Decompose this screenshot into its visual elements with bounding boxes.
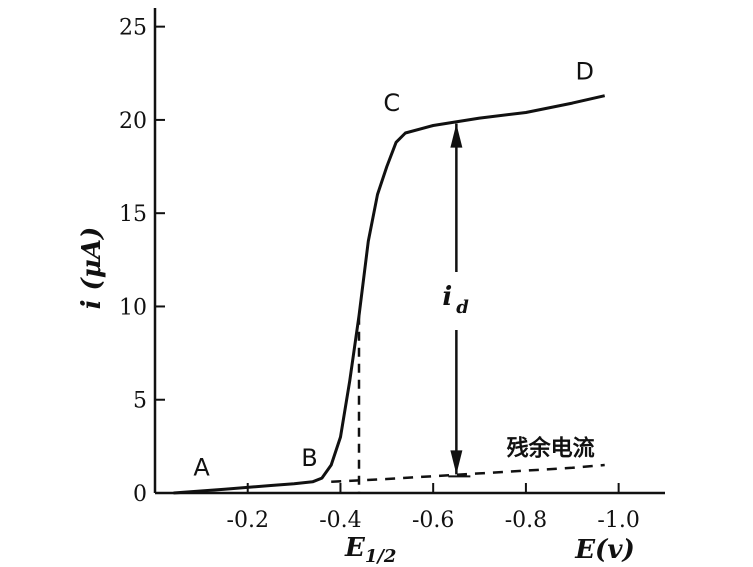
y-tick-label-0: 0 — [133, 482, 147, 507]
diffusion-arrow-head-bottom — [450, 450, 463, 475]
annotation-residual: 残余电流 — [507, 436, 595, 462]
y-tick-label-15: 15 — [119, 202, 147, 227]
x-ticks: -0.2 -0.4 -0.6 -0.8 -1.0 — [227, 483, 640, 533]
x-tick-label-0: -0.2 — [227, 508, 269, 533]
y-tick-label-20: 20 — [119, 109, 147, 134]
y-tick-label-25: 25 — [119, 16, 147, 41]
x-axis-label: E(v) — [574, 535, 635, 565]
annotation-B: B — [301, 444, 317, 472]
axes — [153, 8, 665, 495]
markers-layer: E1/2 i d A B C D 残余电流 — [193, 57, 594, 567]
y-tick-label-5: 5 — [133, 389, 147, 414]
series-layer — [173, 94, 606, 495]
y-ticks: 0 5 10 15 20 25 — [119, 16, 165, 507]
polarogram-curve — [173, 94, 606, 495]
x-tick-label-1: -0.4 — [319, 508, 361, 533]
x-tick-label-3: -0.8 — [505, 508, 547, 533]
x-tick-label-4: -1.0 — [597, 508, 639, 533]
annotation-A: A — [193, 453, 210, 481]
y-axis-label: i (μA) — [77, 227, 107, 310]
half-wave-label: E1/2 — [344, 533, 396, 567]
x-tick-label-2: -0.6 — [412, 508, 454, 533]
annotation-C: C — [383, 89, 400, 117]
diffusion-arrow-head-top — [450, 123, 463, 148]
annotation-D: D — [576, 57, 594, 85]
y-tick-label-10: 10 — [119, 295, 147, 320]
residual-current-line — [331, 463, 605, 484]
